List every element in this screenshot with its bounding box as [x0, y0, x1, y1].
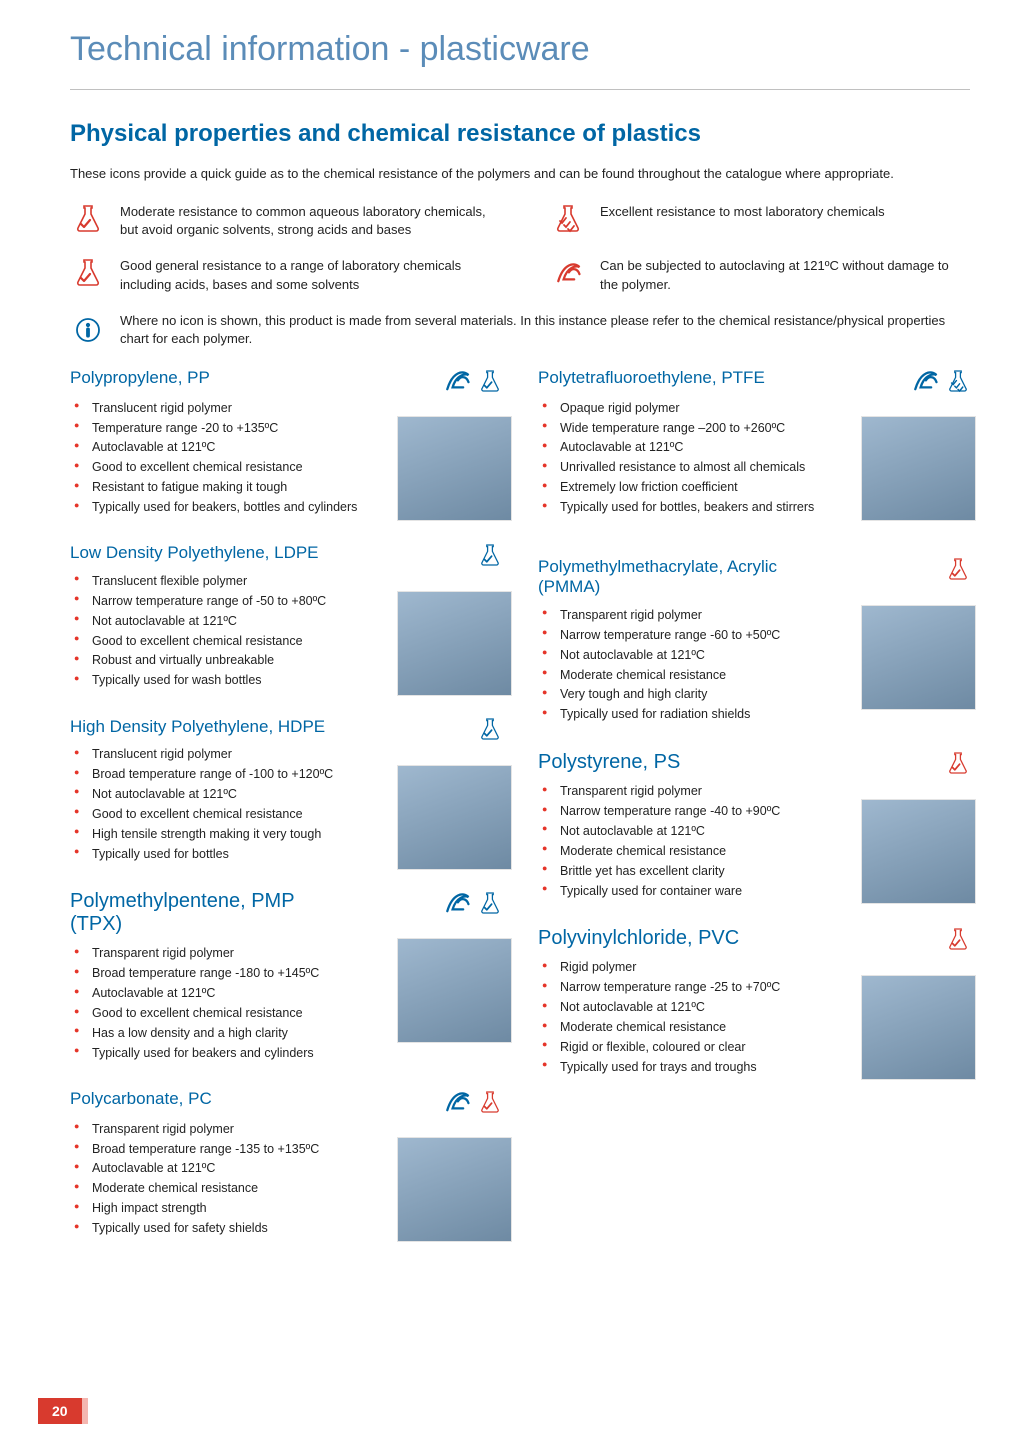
product-photo	[861, 416, 976, 521]
script-a-red-icon	[551, 260, 585, 290]
divider	[70, 89, 970, 90]
legend-text: Good general resistance to a range of la…	[120, 257, 490, 293]
property-item: Opaque rigid polymer	[538, 398, 970, 418]
product-photo	[861, 799, 976, 904]
legend-icon	[70, 203, 106, 239]
flask-tick-red-sm-icon	[478, 1090, 502, 1118]
legend-text: Excellent resistance to most laboratory …	[600, 203, 885, 221]
plastic-title: Polypropylene, PP	[70, 368, 210, 388]
legend-text: Moderate resistance to common aqueous la…	[120, 203, 490, 239]
plastic-icons	[478, 543, 502, 571]
legend-icon	[550, 203, 586, 239]
plastic-title: Polystyrene, PS	[538, 751, 680, 774]
property-item: Translucent flexible polymer	[70, 571, 502, 591]
flask-ticks-blue-icon	[946, 369, 970, 397]
plastic-icons	[478, 717, 502, 745]
flask-tick-red-icon	[73, 204, 103, 238]
legend-icon	[70, 257, 106, 293]
flask-tick-blue-icon	[478, 369, 502, 397]
plastic-title: Polytetrafluoroethylene, PTFE	[538, 368, 765, 388]
product-photo	[397, 938, 512, 1043]
script-a-blue-icon	[908, 368, 942, 398]
section-title: Physical properties and chemical resista…	[70, 120, 970, 148]
property-item: Translucent rigid polymer	[70, 745, 502, 765]
legend-row: Can be subjected to autoclaving at 121ºC…	[550, 257, 970, 293]
script-a-blue-icon	[440, 368, 474, 398]
legend-grid: Moderate resistance to common aqueous la…	[70, 203, 970, 348]
plastic-title: Polyvinylchloride, PVC	[538, 927, 739, 950]
plastic-section: Polytetrafluoroethylene, PTFE Opaque rig…	[538, 368, 970, 517]
plastic-icons	[908, 368, 970, 398]
plastic-section: Polymethylmethacrylate, Acrylic (PMMA) T…	[538, 557, 970, 724]
plastic-title: High Density Polyethylene, HDPE	[70, 717, 325, 737]
property-item: Transparent rigid polymer	[70, 1119, 502, 1139]
flask-tick-red-sm-icon	[946, 927, 970, 955]
page-title: Technical information - plasticware	[70, 30, 970, 69]
left-column: Polypropylene, PP Translucent rigid poly…	[70, 368, 502, 1264]
plastic-section: Polypropylene, PP Translucent rigid poly…	[70, 368, 502, 517]
flask-tick-red-sm-icon	[946, 751, 970, 779]
legend-text: Can be subjected to autoclaving at 121ºC…	[600, 257, 970, 293]
plastic-section: High Density Polyethylene, HDPE Transluc…	[70, 717, 502, 864]
legend-icon	[70, 312, 106, 348]
flask-tick-blue-icon	[478, 891, 502, 919]
product-photo	[397, 591, 512, 696]
script-a-blue-icon	[440, 1089, 474, 1119]
flask-ticks-red-icon	[553, 204, 583, 238]
property-item: Translucent rigid polymer	[70, 398, 502, 418]
product-photo	[861, 605, 976, 710]
product-photo	[397, 1137, 512, 1242]
flask-tick-blue-icon	[478, 543, 502, 571]
legend-icon	[550, 257, 586, 293]
flask-tick-red-icon	[73, 258, 103, 292]
flask-tick-blue-icon	[478, 717, 502, 745]
plastic-icons	[440, 1089, 502, 1119]
plastic-section: Polystyrene, PS Transparent rigid polyme…	[538, 751, 970, 901]
plastic-icons	[440, 890, 502, 920]
flask-tick-red-sm-icon	[946, 557, 970, 585]
page-number: 20	[38, 1398, 82, 1424]
info-icon	[75, 317, 101, 343]
plastic-icons	[946, 751, 970, 779]
product-photo	[397, 416, 512, 521]
right-column: Polytetrafluoroethylene, PTFE Opaque rig…	[538, 368, 970, 1264]
plastic-section: Polycarbonate, PC Transparent rigid poly…	[70, 1089, 502, 1238]
plastic-title: Polymethylmethacrylate, Acrylic (PMMA)	[538, 557, 798, 597]
plastic-section: Low Density Polyethylene, LDPE Transluce…	[70, 543, 502, 690]
legend-text: Where no icon is shown, this product is …	[120, 312, 970, 348]
plastic-icons	[946, 927, 970, 955]
intro-text: These icons provide a quick guide as to …	[70, 166, 970, 181]
plastic-icons	[440, 368, 502, 398]
legend-row: Excellent resistance to most laboratory …	[550, 203, 970, 239]
plastic-section: Polyvinylchloride, PVC Rigid polymerNarr…	[538, 927, 970, 1077]
product-photo	[397, 765, 512, 870]
script-a-blue-icon	[440, 890, 474, 920]
property-item: Typically used for beakers and cylinders	[70, 1043, 502, 1063]
plastic-title: Polymethylpentene, PMP (TPX)	[70, 890, 330, 936]
legend-row: Good general resistance to a range of la…	[70, 257, 490, 293]
plastic-icons	[946, 557, 970, 585]
product-photo	[861, 975, 976, 1080]
plastic-title: Low Density Polyethylene, LDPE	[70, 543, 319, 563]
plastic-title: Polycarbonate, PC	[70, 1089, 212, 1109]
legend-row: Where no icon is shown, this product is …	[70, 312, 970, 348]
plastic-section: Polymethylpentene, PMP (TPX) Transparent…	[70, 890, 502, 1063]
legend-row: Moderate resistance to common aqueous la…	[70, 203, 490, 239]
